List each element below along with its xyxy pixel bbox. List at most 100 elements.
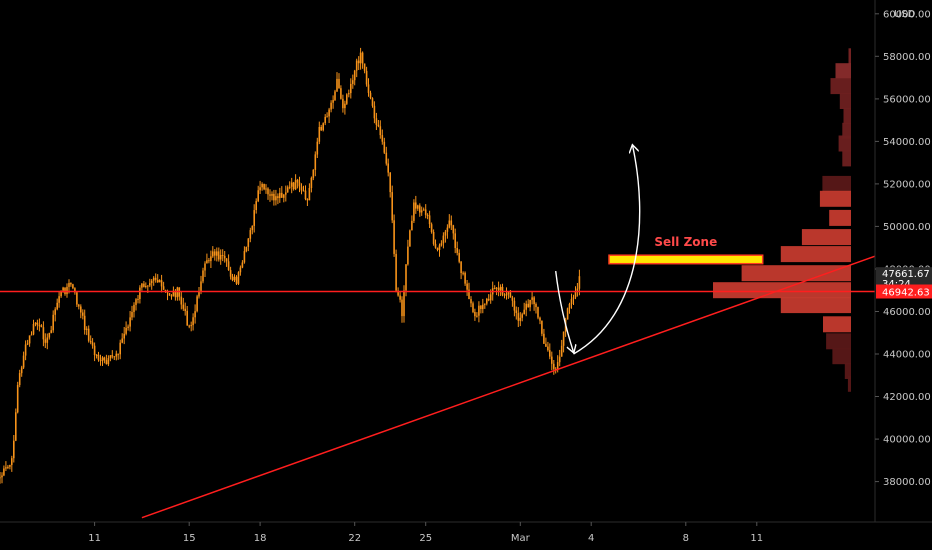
- candle-body: [243, 251, 246, 263]
- candle-body: [13, 440, 15, 459]
- candle-body: [450, 220, 453, 226]
- volume-profile-bar: [830, 78, 851, 95]
- candle-body: [93, 345, 96, 355]
- candle-body: [383, 141, 386, 153]
- candle-body: [440, 243, 443, 246]
- volume-profile-bar: [819, 190, 851, 207]
- candle-body: [527, 303, 529, 308]
- candle-body: [66, 286, 68, 295]
- y-tick-label: 40000.00: [883, 435, 931, 446]
- candle-body: [346, 94, 348, 104]
- candle-body: [91, 342, 94, 346]
- volume-profile-bar: [826, 333, 851, 350]
- candle-body: [324, 116, 326, 124]
- currency-label[interactable]: USD: [894, 9, 916, 20]
- candle-body: [574, 291, 577, 298]
- candle-body: [133, 304, 135, 312]
- candle-body: [202, 270, 204, 282]
- candle-body: [493, 288, 496, 290]
- y-tick-label: 50000.00: [883, 222, 931, 233]
- candle-body: [152, 277, 155, 281]
- candle-body: [558, 356, 561, 363]
- candle-body: [367, 84, 370, 93]
- sell-zone-box[interactable]: [608, 254, 764, 265]
- candle-body: [162, 286, 165, 290]
- candle-body: [464, 272, 466, 284]
- candle-body: [417, 205, 419, 209]
- candle-body: [430, 224, 433, 232]
- candle-body: [401, 299, 403, 317]
- volume-profile-bar: [801, 229, 851, 246]
- sell-zone-group[interactable]: Sell Zone: [608, 235, 764, 265]
- volume-profile-bar: [839, 93, 851, 109]
- candle-body: [452, 225, 455, 234]
- candle-body: [34, 322, 37, 324]
- candle-body: [288, 186, 291, 188]
- time-axis[interactable]: 11 15 18 22 25 Mar 4 8 11: [88, 522, 763, 544]
- candle-body: [119, 342, 121, 355]
- x-tick-label: 11: [750, 533, 763, 544]
- candle-body: [160, 280, 163, 287]
- candle-body: [68, 283, 70, 287]
- candle-body: [172, 290, 175, 296]
- candle-body: [117, 353, 119, 355]
- y-tick-label: 54000.00: [883, 137, 931, 148]
- candle-body: [462, 272, 464, 274]
- candle-body: [286, 187, 289, 193]
- candle-body: [40, 325, 43, 328]
- candle-body: [20, 367, 23, 374]
- candle-body: [495, 287, 498, 289]
- candle-body: [415, 202, 417, 209]
- candle-body: [95, 354, 98, 356]
- candle-body: [54, 309, 56, 315]
- candle-body: [62, 287, 64, 291]
- candle-body: [231, 276, 234, 281]
- price-axis[interactable]: 38000.00 40000.00 42000.00 44000.00 46000.00…: [875, 9, 931, 488]
- candle-body: [42, 327, 45, 340]
- candle-body: [314, 154, 317, 170]
- candle-body: [434, 243, 437, 248]
- candle-body: [531, 297, 533, 300]
- candle-body: [212, 251, 214, 257]
- candle-body: [9, 465, 11, 467]
- volume-profile-bar: [842, 150, 851, 167]
- last-price-label: 47661.67: [882, 269, 930, 280]
- candle-body: [330, 102, 332, 110]
- candle-body: [89, 340, 92, 343]
- candle-body: [336, 78, 338, 92]
- candle-body: [442, 235, 445, 244]
- candle-body: [52, 314, 54, 331]
- candle-body: [296, 179, 299, 183]
- candle-body: [111, 355, 114, 357]
- candle-body: [393, 220, 395, 254]
- x-tick-label: 15: [183, 533, 196, 544]
- candle-body: [302, 190, 305, 192]
- candle-body: [320, 127, 322, 131]
- candle-body: [174, 290, 177, 298]
- candle-body: [290, 182, 293, 187]
- candle-body: [359, 52, 362, 64]
- candle-body: [551, 356, 553, 364]
- candle-body: [541, 320, 543, 334]
- candle-body: [5, 467, 7, 469]
- candle-body: [46, 337, 49, 343]
- volume-profile-bar: [842, 122, 851, 139]
- candle-body: [403, 290, 405, 317]
- candle-body: [277, 196, 279, 198]
- candle-body: [306, 199, 309, 201]
- candle-body: [170, 295, 173, 297]
- candle-body: [263, 184, 265, 190]
- drawings[interactable]: [0, 255, 876, 519]
- candle-body: [235, 276, 238, 284]
- candle-body: [505, 293, 508, 296]
- candle-body: [547, 346, 549, 351]
- ascending-trendline[interactable]: [141, 255, 876, 519]
- candle-body: [253, 210, 255, 226]
- candle-body: [361, 52, 364, 64]
- candle-body: [470, 299, 472, 304]
- candle-body: [70, 283, 72, 285]
- volume-profile-bar: [823, 316, 851, 333]
- candle-body: [166, 291, 169, 293]
- candle-body: [350, 83, 352, 94]
